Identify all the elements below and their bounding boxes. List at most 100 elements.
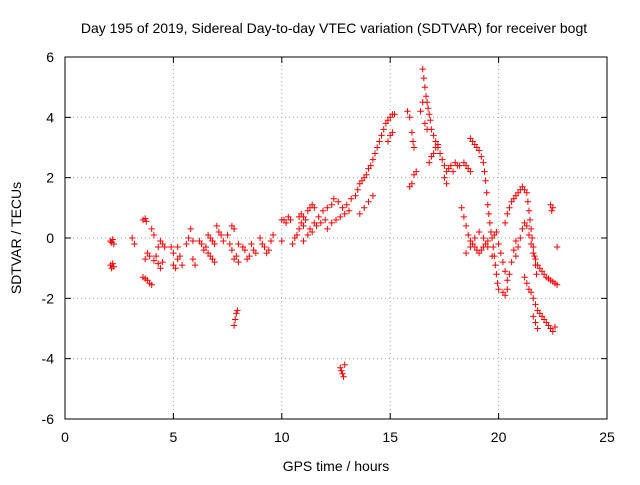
data-point <box>369 192 377 199</box>
data-point <box>413 168 420 175</box>
data-point <box>178 261 186 269</box>
data-point <box>424 105 432 112</box>
data-point <box>354 186 361 193</box>
data-point <box>404 108 411 115</box>
data-point <box>109 260 116 267</box>
data-point <box>282 219 290 227</box>
data-point <box>533 271 540 278</box>
data-point <box>447 162 455 169</box>
data-point <box>189 237 197 245</box>
x-tick-label: 15 <box>382 429 398 445</box>
data-point <box>348 195 355 202</box>
data-point <box>510 246 517 254</box>
data-point <box>512 252 520 260</box>
data-point <box>369 156 377 163</box>
data-point <box>332 216 340 224</box>
data-point <box>335 198 342 205</box>
data-point <box>421 84 429 91</box>
data-point <box>289 240 296 248</box>
data-point <box>484 201 491 208</box>
data-point <box>434 141 442 148</box>
data-point <box>514 243 522 251</box>
data-point <box>155 243 162 251</box>
data-point <box>501 292 509 299</box>
data-point <box>523 222 530 230</box>
data-point <box>553 281 561 288</box>
data-points <box>107 65 561 380</box>
data-point <box>380 126 387 133</box>
data-point <box>389 129 396 136</box>
data-point <box>494 280 501 287</box>
data-point <box>487 228 495 236</box>
data-point <box>256 234 264 242</box>
data-point <box>322 216 329 224</box>
data-point <box>300 237 307 245</box>
data-point <box>267 237 275 245</box>
data-point <box>427 117 434 124</box>
x-tick-label: 20 <box>491 429 507 445</box>
data-point <box>220 237 227 245</box>
data-point <box>492 261 499 269</box>
data-point <box>484 237 491 245</box>
data-point <box>189 255 197 263</box>
data-point <box>441 162 448 169</box>
y-tick-label: -2 <box>42 290 55 306</box>
data-point <box>504 277 511 284</box>
data-point <box>526 216 534 224</box>
x-tick-label: 5 <box>170 429 178 445</box>
data-point <box>441 174 448 181</box>
data-point <box>304 231 311 239</box>
data-point <box>408 180 416 187</box>
data-point <box>150 231 158 239</box>
y-axis-label: SDTVAR / TECUs <box>8 182 24 294</box>
data-point <box>339 204 346 211</box>
data-point <box>341 361 348 368</box>
grid <box>65 57 607 419</box>
data-point <box>157 265 164 272</box>
data-point <box>352 192 359 199</box>
data-point <box>339 370 346 377</box>
data-point <box>478 153 485 160</box>
data-point <box>467 243 474 251</box>
data-point <box>176 252 184 260</box>
data-point <box>506 271 513 278</box>
data-point <box>191 261 199 269</box>
data-point <box>421 120 429 127</box>
data-point <box>501 268 509 275</box>
data-point <box>549 204 556 211</box>
data-point <box>148 225 155 233</box>
data-point <box>293 231 301 239</box>
data-point <box>343 201 350 208</box>
data-point <box>549 328 556 335</box>
data-point <box>337 213 344 221</box>
y-tick-label: -4 <box>42 351 55 367</box>
data-point <box>553 243 561 251</box>
data-point <box>532 255 539 263</box>
data-point <box>391 111 398 118</box>
data-point <box>517 234 524 242</box>
data-point <box>110 263 117 270</box>
data-point <box>109 236 116 243</box>
data-point <box>430 132 437 139</box>
data-point <box>406 114 413 121</box>
data-point <box>495 286 502 293</box>
data-point <box>187 225 194 233</box>
data-point <box>499 258 507 266</box>
data-point <box>367 162 374 169</box>
data-point <box>527 240 535 248</box>
x-axis-label: GPS time / hours <box>283 458 390 474</box>
data-point <box>328 201 335 208</box>
data-point <box>460 213 468 221</box>
data-point <box>324 225 331 233</box>
data-point <box>170 249 177 257</box>
data-point <box>300 222 307 230</box>
axis-ticks: 0 5 10 15 20 25 -6 -4 -2 0 2 4 6 <box>42 49 615 445</box>
data-point <box>462 222 470 230</box>
data-point <box>467 168 474 175</box>
data-point <box>530 249 537 257</box>
data-point <box>410 144 418 151</box>
data-point <box>523 280 530 287</box>
data-point <box>443 180 450 187</box>
data-point <box>475 147 483 154</box>
